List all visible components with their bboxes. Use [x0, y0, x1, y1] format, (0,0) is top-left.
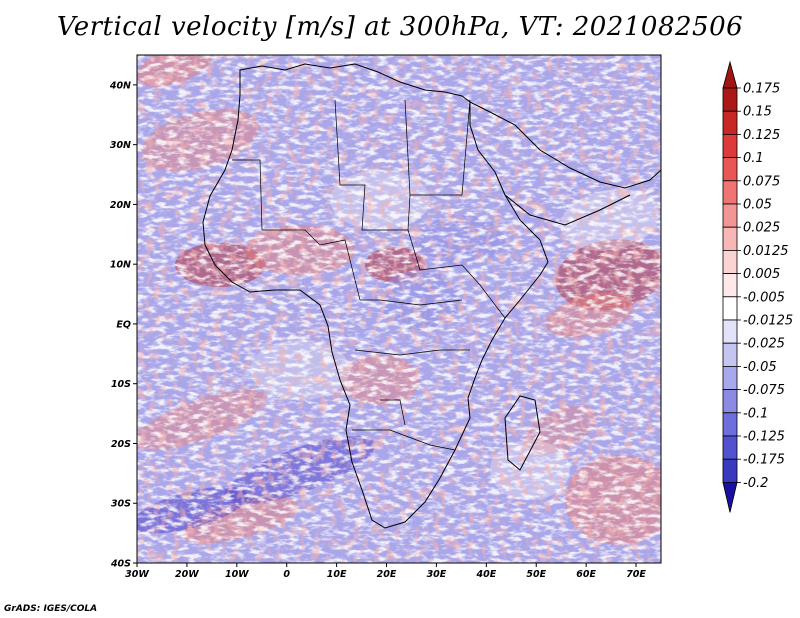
- colorbar-swatch: [722, 458, 738, 483]
- colorbar-swatch: [722, 203, 738, 228]
- colorbar-label: 0.0125: [743, 244, 789, 259]
- lon-tick-label: 0: [283, 569, 290, 580]
- colorbar-swatch: [722, 226, 738, 251]
- colorbar-label: 0.175: [743, 82, 780, 97]
- lat-tick-label: 30N: [110, 140, 131, 151]
- colorbar-swatch: [722, 273, 738, 298]
- colorbar-label: -0.05: [743, 360, 777, 375]
- lat-tick-label: 30S: [111, 499, 131, 510]
- colorbar-label: 0.025: [743, 221, 780, 236]
- lon-tick-label: 30W: [125, 569, 149, 580]
- lon-tick-label: 60E: [576, 569, 596, 580]
- lon-tick-label: 40E: [475, 569, 496, 580]
- colorbar-label: -0.075: [743, 383, 785, 398]
- lat-tick-label: 40N: [109, 80, 131, 91]
- colorbar-swatch: [722, 133, 738, 158]
- colorbar-label: 0.005: [743, 267, 780, 282]
- colorbar-label: 0.075: [743, 174, 780, 189]
- colorbar-label: -0.0125: [743, 314, 793, 329]
- lon-tick-label: 20E: [377, 569, 397, 580]
- colorbar-swatch: [722, 249, 738, 274]
- colorbar-swatch: [722, 435, 738, 460]
- colorbar-top-arrow: [722, 60, 738, 89]
- lat-tick-label: 10S: [111, 379, 131, 390]
- colorbar-label: 0.125: [743, 128, 780, 143]
- colorbar-bottom-arrow: [722, 482, 738, 513]
- coastline: [202, 63, 661, 529]
- lat-tick-label: 20S: [111, 439, 131, 450]
- lat-tick-label: 20N: [110, 200, 131, 211]
- lon-tick-label: 10E: [327, 569, 347, 580]
- colorbar-swatch: [722, 365, 738, 390]
- colorbar-label: -0.1: [743, 406, 768, 421]
- lon-tick-label: 70E: [626, 569, 646, 580]
- colorbar-swatch: [722, 319, 738, 344]
- colorbar-swatch: [722, 296, 738, 321]
- colorbar-swatch: [722, 110, 738, 135]
- colorbar-label: -0.005: [743, 290, 785, 305]
- lon-tick-label: 20W: [175, 569, 199, 580]
- colorbar-swatch: [722, 180, 738, 205]
- lat-tick-label: 10N: [110, 260, 131, 271]
- velocity-field: [137, 55, 661, 563]
- colorbar-swatch: [722, 412, 738, 437]
- lat-tick-label: 40S: [110, 559, 131, 570]
- colorbar-label: -0.175: [743, 453, 785, 468]
- colorbar-label: 0.05: [743, 198, 772, 213]
- colorbar-swatch: [722, 342, 738, 367]
- colorbar-label: -0.2: [743, 476, 768, 491]
- software-credit: GrADS: IGES/COLA: [4, 604, 98, 614]
- colorbar-label: -0.025: [743, 337, 785, 352]
- map-title: Vertical velocity [m/s] at 300hPa, VT: 2…: [56, 12, 744, 42]
- colorbar-swatch: [722, 157, 738, 182]
- colorbar-swatch: [722, 389, 738, 414]
- colorbar-label: -0.125: [743, 430, 785, 445]
- lon-tick-label: 10W: [225, 569, 249, 580]
- colorbar-label: 0.1: [743, 151, 764, 166]
- colorbar-label: 0.15: [743, 105, 772, 120]
- lon-tick-label: 30E: [427, 569, 447, 580]
- lon-tick-label: 50E: [526, 569, 546, 580]
- colorbar-swatch: [722, 87, 738, 112]
- lat-tick-label: EQ: [116, 319, 131, 330]
- country-borders: [232, 99, 506, 451]
- map-frame: [136, 54, 662, 564]
- colorbar: 0.175 0.15 0.125 0.1 0.075 0.05 0.025 0.0125 0.0…: [722, 60, 793, 513]
